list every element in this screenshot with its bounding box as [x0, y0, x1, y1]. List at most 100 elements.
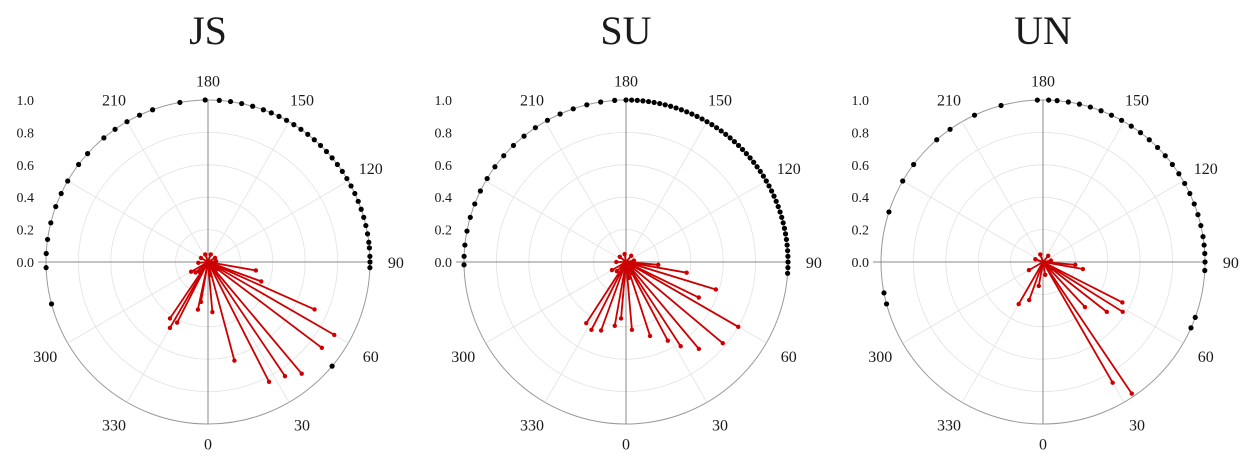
vector-line	[207, 261, 315, 311]
grid-spoke	[485, 261, 627, 344]
angle-tick-label: 0	[1039, 436, 1047, 453]
vector-point	[266, 379, 272, 385]
radial-tick-label: 0.8	[17, 126, 35, 141]
vector-line	[625, 261, 739, 328]
vector-point	[1026, 297, 1032, 303]
grid-spoke	[67, 261, 209, 344]
grid-spoke	[544, 261, 627, 403]
grid-spoke	[126, 121, 209, 263]
grid-spoke	[625, 180, 767, 263]
data-point	[124, 119, 130, 125]
data-point	[934, 137, 940, 143]
vector-line	[207, 261, 303, 375]
black-point-series	[881, 97, 1208, 331]
data-point	[298, 126, 304, 132]
vector-point	[167, 316, 173, 321]
data-point	[754, 164, 760, 170]
vector-line	[1042, 261, 1133, 395]
data-point	[361, 214, 367, 220]
data-point	[673, 105, 679, 111]
grid-spoke	[67, 180, 209, 263]
data-point	[532, 125, 539, 131]
data-point	[202, 97, 208, 103]
vector-point	[1129, 391, 1134, 396]
vector-line	[207, 261, 335, 336]
data-point	[557, 111, 563, 117]
vector-point	[684, 270, 689, 275]
angle-tick-label: 180	[196, 74, 220, 91]
data-point	[678, 107, 685, 113]
vector-point	[259, 279, 264, 284]
vector-point	[598, 328, 604, 333]
vector-line	[1042, 261, 1086, 308]
radial-tick-label: 0.2	[17, 224, 35, 239]
data-point	[743, 151, 749, 157]
data-point	[629, 97, 635, 103]
data-point	[694, 113, 700, 119]
vector-point	[1082, 304, 1088, 310]
data-point	[348, 183, 354, 189]
data-point	[947, 126, 953, 132]
data-point	[763, 178, 769, 184]
data-point	[43, 250, 49, 257]
vector-line	[625, 261, 682, 347]
data-point	[521, 133, 527, 139]
data-point	[886, 209, 892, 215]
data-point	[477, 188, 483, 194]
angle-tick-label: 330	[937, 418, 961, 435]
angle-tick-label: 210	[102, 92, 126, 109]
vector-point	[212, 255, 218, 261]
data-point	[739, 146, 746, 153]
data-point	[76, 161, 82, 168]
data-point	[101, 135, 107, 141]
vector-point	[210, 309, 215, 315]
data-point	[570, 106, 576, 112]
grid-spoke	[544, 121, 627, 263]
data-point	[48, 301, 55, 307]
data-point	[623, 97, 629, 103]
data-point	[1098, 108, 1104, 114]
vector-line	[625, 261, 724, 344]
vector-point	[196, 260, 201, 266]
data-point	[239, 100, 245, 107]
data-point	[1176, 171, 1182, 177]
vector-point	[174, 320, 180, 325]
vector-point	[622, 251, 627, 257]
data-point	[366, 239, 372, 245]
data-point	[48, 220, 54, 226]
data-point	[911, 161, 917, 168]
vector-line	[1037, 261, 1044, 287]
data-point	[334, 161, 340, 168]
data-point	[363, 222, 369, 229]
chart-panel-js: JS 0 30 60 90 120 150 180 210 300 330 0.0 0.2 0.4 0.6 0…	[0, 0, 417, 465]
radial-tick-label: 0.6	[852, 159, 870, 174]
radial-tick-label: 0.4	[852, 191, 870, 206]
angle-tick-label: 210	[937, 92, 961, 109]
data-point	[467, 214, 473, 220]
data-point	[268, 110, 274, 116]
radial-tick-label: 0.6	[17, 159, 35, 174]
data-point	[771, 193, 777, 199]
data-point	[1146, 137, 1152, 143]
chart-panel-su: SU 0 30 60 90 120 150 180 210 300 330 0.0 0.2 0.4 0.6 0…	[418, 0, 835, 465]
data-point	[472, 201, 478, 207]
vector-line	[625, 261, 630, 279]
vector-point	[198, 255, 204, 261]
grid-spoke	[902, 261, 1044, 344]
angle-tick-label: 0	[622, 436, 630, 453]
angle-tick-label: 0	[204, 436, 212, 453]
vector-point	[195, 307, 201, 312]
data-point	[640, 98, 646, 104]
grid-spoke	[485, 180, 627, 263]
data-point	[329, 155, 335, 161]
angle-tick-label: 60	[781, 349, 797, 366]
vector-point	[188, 269, 194, 274]
grid-spoke	[1042, 261, 1184, 344]
angle-tick-label: 150	[708, 92, 732, 109]
polar-grid	[38, 99, 371, 425]
data-point	[1108, 112, 1115, 118]
data-point	[1046, 97, 1052, 103]
angle-tick-label: 300	[868, 349, 892, 366]
data-point	[1169, 161, 1175, 168]
vector-point	[332, 332, 337, 338]
